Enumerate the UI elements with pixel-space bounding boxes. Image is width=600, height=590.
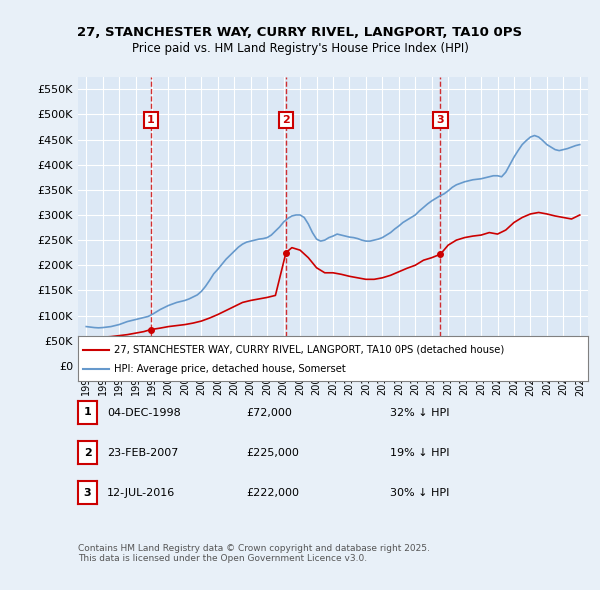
Text: 19% ↓ HPI: 19% ↓ HPI xyxy=(390,448,449,458)
Text: 3: 3 xyxy=(84,488,91,497)
Text: 3: 3 xyxy=(437,115,444,125)
Text: £72,000: £72,000 xyxy=(246,408,292,418)
Text: 23-FEB-2007: 23-FEB-2007 xyxy=(107,448,178,458)
Text: 12-JUL-2016: 12-JUL-2016 xyxy=(107,489,175,498)
Text: 1: 1 xyxy=(84,408,91,417)
Text: HPI: Average price, detached house, Somerset: HPI: Average price, detached house, Some… xyxy=(114,365,346,375)
Text: 27, STANCHESTER WAY, CURRY RIVEL, LANGPORT, TA10 0PS (detached house): 27, STANCHESTER WAY, CURRY RIVEL, LANGPO… xyxy=(114,345,504,355)
Text: £222,000: £222,000 xyxy=(246,489,299,498)
Text: 32% ↓ HPI: 32% ↓ HPI xyxy=(390,408,449,418)
Text: 2: 2 xyxy=(84,448,91,457)
Text: 04-DEC-1998: 04-DEC-1998 xyxy=(107,408,181,418)
Text: 1: 1 xyxy=(147,115,155,125)
Text: Contains HM Land Registry data © Crown copyright and database right 2025.
This d: Contains HM Land Registry data © Crown c… xyxy=(78,544,430,563)
Text: 27, STANCHESTER WAY, CURRY RIVEL, LANGPORT, TA10 0PS: 27, STANCHESTER WAY, CURRY RIVEL, LANGPO… xyxy=(77,26,523,39)
Text: 2: 2 xyxy=(282,115,290,125)
Text: 30% ↓ HPI: 30% ↓ HPI xyxy=(390,489,449,498)
Text: £225,000: £225,000 xyxy=(246,448,299,458)
Text: Price paid vs. HM Land Registry's House Price Index (HPI): Price paid vs. HM Land Registry's House … xyxy=(131,42,469,55)
